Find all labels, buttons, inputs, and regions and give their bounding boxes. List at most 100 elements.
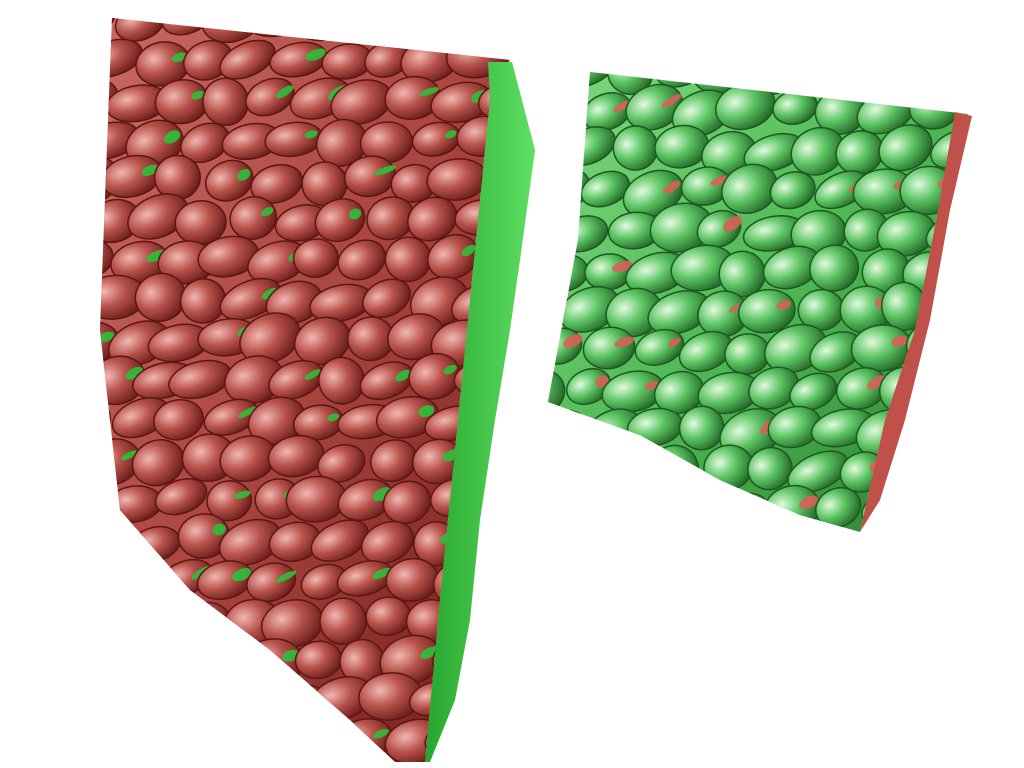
scale-bump	[481, 481, 547, 531]
accent-fleck	[141, 164, 159, 176]
accent-fleck	[121, 450, 138, 461]
accent-fleck	[100, 486, 112, 497]
accent-fleck	[563, 334, 583, 348]
accent-fleck	[566, 97, 581, 107]
accent-fleck	[510, 325, 529, 341]
scale-bump	[100, 18, 117, 44]
scale-bump	[935, 72, 968, 86]
scale-bump	[548, 72, 564, 90]
scale-bump	[927, 291, 968, 337]
scale-bump	[114, 18, 166, 42]
accent-fleck	[891, 335, 909, 347]
accent-fleck	[591, 454, 614, 468]
accent-fleck	[663, 180, 681, 194]
scale-bump	[548, 491, 598, 530]
scale-bump	[292, 238, 339, 278]
accent-fleck	[327, 413, 340, 422]
accent-fleck	[76, 525, 98, 543]
accent-fleck	[191, 649, 210, 662]
scale-bump	[343, 155, 396, 198]
accent-fleck	[374, 165, 397, 176]
accent-fleck	[260, 207, 274, 217]
accent-fleck	[304, 130, 318, 139]
red-block-side-edge	[425, 62, 535, 762]
accent-fleck	[237, 731, 252, 744]
scale-bump	[879, 72, 937, 93]
accent-fleck	[67, 46, 90, 63]
accent-fleck	[644, 380, 659, 391]
red-textured-block	[33, 5, 535, 762]
accent-fleck	[419, 87, 440, 97]
scale-bump	[337, 239, 387, 281]
accent-fleck	[485, 44, 508, 56]
accent-fleck	[506, 731, 510, 743]
scale-bump	[878, 124, 933, 172]
accent-fleck	[961, 52, 983, 71]
scale-bump	[769, 171, 816, 210]
scale-bump	[631, 494, 678, 529]
scale-bump	[100, 435, 101, 486]
accent-fleck	[521, 335, 544, 348]
scale-bump	[250, 163, 303, 204]
scale-bump	[109, 559, 164, 597]
scale-bump	[382, 480, 432, 525]
accent-fleck	[613, 100, 631, 113]
scale-bump	[721, 163, 779, 215]
accent-fleck	[866, 375, 887, 390]
scale-bump	[206, 480, 252, 522]
accent-fleck	[869, 57, 889, 73]
scale-bump	[927, 370, 968, 409]
scale-bump	[407, 196, 458, 242]
scale-bump	[634, 328, 685, 366]
accent-fleck	[236, 169, 251, 181]
accent-fleck	[324, 731, 347, 744]
scale-bump	[678, 405, 725, 451]
scale-bump	[154, 478, 208, 516]
accent-fleck	[261, 287, 277, 300]
scale-bump	[360, 520, 415, 564]
scale-bump	[815, 486, 862, 529]
accent-fleck	[444, 130, 457, 139]
scale-bump	[559, 444, 614, 492]
scale-bump	[362, 278, 411, 319]
accent-fleck	[304, 369, 321, 380]
accent-fleck	[799, 495, 819, 509]
accent-fleck	[77, 128, 95, 144]
scale-bump	[221, 681, 272, 724]
scale-bump	[179, 278, 227, 324]
accent-fleck	[192, 18, 212, 19]
scale-bump	[581, 487, 629, 532]
accent-fleck	[79, 446, 96, 460]
scale-bump	[789, 372, 837, 411]
accent-fleck	[100, 331, 115, 343]
scale-bump	[36, 36, 92, 82]
scale-bump	[208, 721, 255, 762]
scale-bump	[134, 594, 184, 643]
accent-fleck	[516, 5, 535, 21]
scale-bump	[38, 598, 95, 636]
scale-bump	[33, 117, 101, 166]
accent-fleck	[237, 406, 258, 419]
accent-fleck	[191, 90, 205, 100]
scale-bump	[548, 449, 575, 491]
accent-fleck	[395, 369, 411, 382]
accent-fleck	[523, 99, 543, 115]
scale-bump	[219, 39, 276, 80]
accent-fleck	[349, 208, 362, 220]
accent-fleck	[594, 55, 614, 71]
scale-bump	[239, 312, 301, 364]
scale-bump	[242, 714, 300, 759]
accent-fleck	[418, 405, 435, 418]
accent-fleck	[710, 175, 731, 186]
scale-bump	[480, 724, 510, 762]
accent-fleck	[78, 212, 94, 225]
accent-fleck	[723, 215, 742, 232]
scale-bump	[246, 562, 297, 603]
scale-bump	[317, 444, 366, 483]
scale-bump	[157, 722, 204, 762]
accent-fleck	[305, 48, 326, 61]
scale-bump	[204, 159, 254, 202]
scale-bump	[108, 638, 159, 675]
scale-bump	[932, 450, 968, 487]
